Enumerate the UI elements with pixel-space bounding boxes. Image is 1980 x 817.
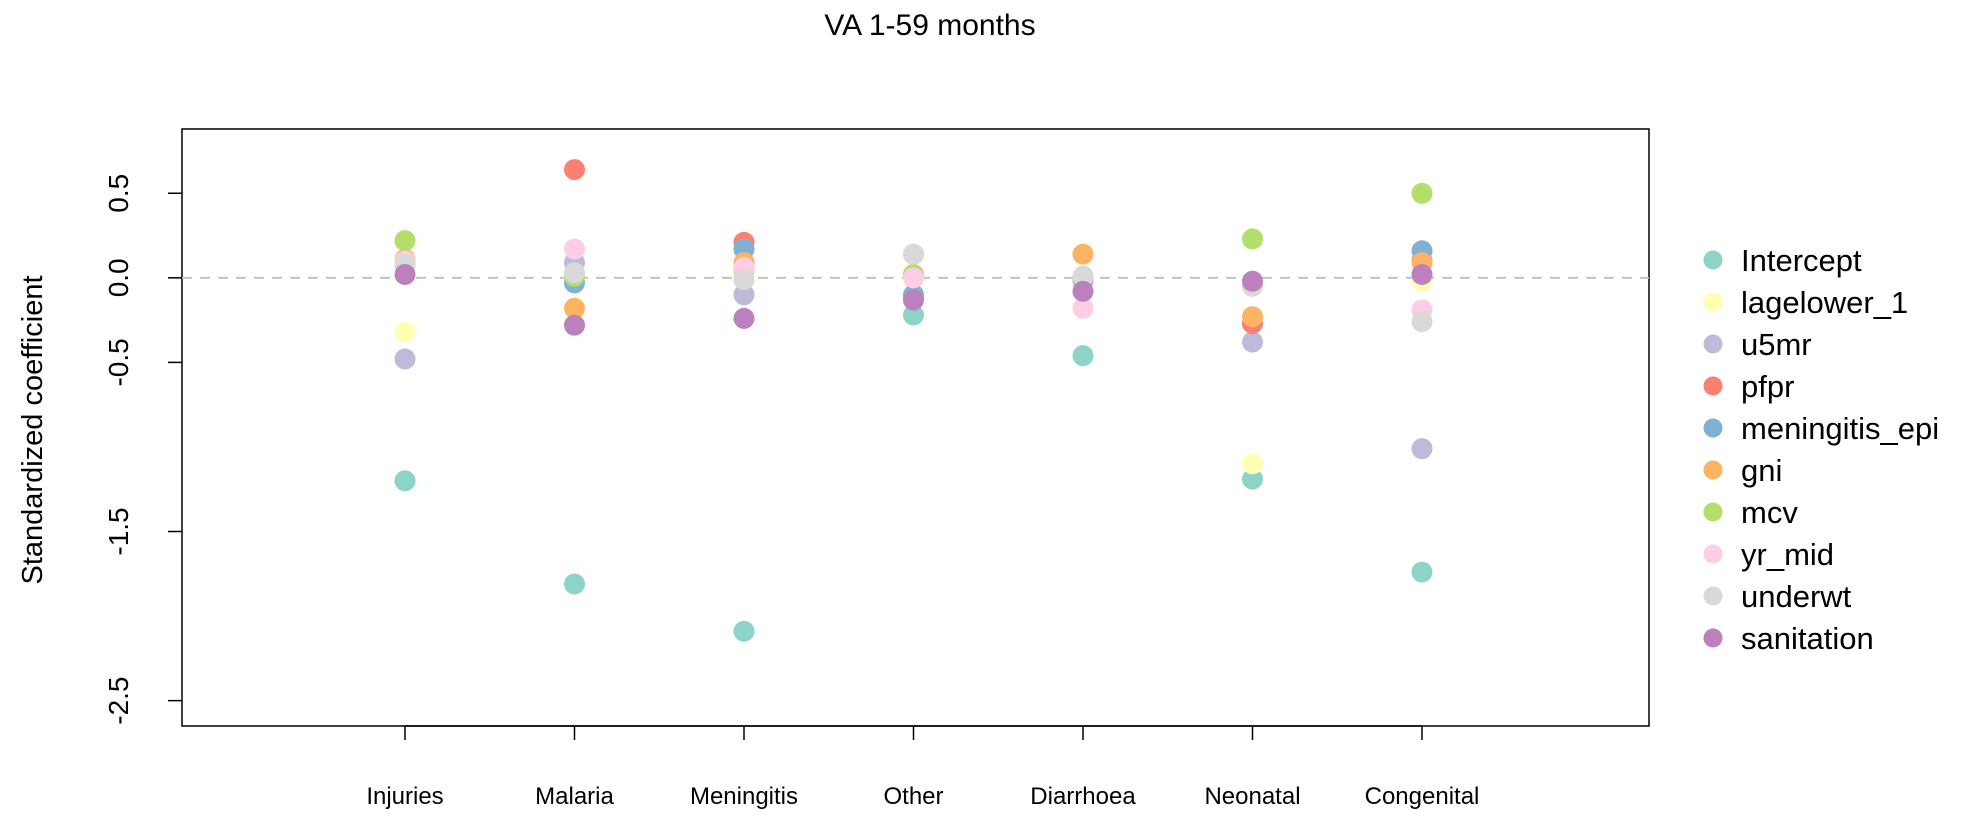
point-mcv-Neonatal	[1242, 228, 1263, 250]
legend-label-mcv: mcv	[1741, 495, 1798, 530]
data-points	[394, 159, 1433, 642]
point-yr_mid-Malaria	[564, 238, 585, 260]
x-tick-label-2: Meningitis	[690, 783, 798, 810]
point-underwt-Congenital	[1411, 311, 1433, 333]
x-tick-label-3: Other	[883, 783, 943, 810]
legend-marker-u5mr	[1703, 334, 1723, 354]
legend-label-meningitis_epi: meningitis_epi	[1741, 411, 1939, 446]
legend: Intercept lagelower_1 u5mr pfpr meningitis_e…	[1703, 243, 1939, 656]
legend-label-pfpr: pfpr	[1741, 369, 1794, 404]
legend-label-u5mr: u5mr	[1741, 327, 1812, 362]
point-u5mr-Congenital	[1411, 438, 1433, 460]
point-u5mr-Meningitis	[733, 284, 755, 306]
point-gni-Malaria	[564, 297, 585, 319]
chart-title: VA 1-59 months	[824, 9, 1035, 42]
point-Intercept-Meningitis	[733, 620, 755, 642]
legend-marker-lagelower_1	[1703, 292, 1723, 312]
legend-label-lagelower_1: lagelower_1	[1741, 285, 1908, 320]
legend-marker-sanitation	[1703, 628, 1723, 648]
x-tick-label-4: Diarrhoea	[1030, 783, 1136, 810]
x-tick-label-5: Neonatal	[1204, 783, 1300, 810]
x-tick-label-6: Congenital	[1365, 783, 1480, 810]
point-sanitation-Meningitis	[733, 307, 755, 329]
point-underwt-Diarrhoea	[1072, 265, 1094, 287]
legend-marker-Intercept	[1703, 250, 1723, 270]
y-axis: 0.5 0.0 -0.5 -1.5 -2.5	[103, 174, 182, 725]
point-underwt-Other	[903, 243, 924, 265]
point-gni-Diarrhoea	[1072, 243, 1094, 265]
point-pfpr-Malaria	[564, 159, 585, 181]
x-tick-label-1: Malaria	[535, 783, 614, 810]
point-lagelower_1-Injuries	[394, 321, 416, 343]
point-Intercept-Diarrhoea	[1072, 345, 1094, 367]
y-tick-label-3: -1.5	[103, 507, 134, 555]
y-axis-label: Standardized coefficient	[17, 275, 49, 584]
point-yr_mid-Diarrhoea	[1072, 297, 1094, 319]
legend-marker-mcv	[1703, 502, 1723, 522]
legend-marker-meningitis_epi	[1703, 418, 1723, 438]
point-mcv-Congenital	[1411, 182, 1433, 204]
legend-label-underwt: underwt	[1741, 579, 1852, 614]
legend-marker-gni	[1703, 460, 1723, 480]
x-axis: Injuries Malaria Meningitis Other Diarrhoea N…	[366, 725, 1480, 810]
point-lagelower_1-Neonatal	[1242, 453, 1263, 475]
y-tick-label-2: -0.5	[103, 338, 134, 386]
point-mcv-Injuries	[394, 230, 416, 252]
point-Intercept-Injuries	[394, 470, 416, 492]
plot-frame	[181, 128, 1650, 727]
point-Intercept-Congenital	[1411, 561, 1433, 583]
point-sanitation-Neonatal	[1242, 270, 1263, 292]
legend-marker-pfpr	[1703, 376, 1723, 396]
point-Intercept-Other	[903, 304, 924, 326]
point-Intercept-Neonatal	[1242, 468, 1263, 490]
legend-label-sanitation: sanitation	[1741, 621, 1874, 656]
x-tick-label-0: Injuries	[366, 783, 443, 810]
legend-marker-yr_mid	[1703, 544, 1723, 564]
point-u5mr-Injuries	[394, 348, 416, 370]
point-yr_mid-Other	[903, 267, 924, 289]
y-tick-label-1: 0.0	[103, 258, 134, 297]
legend-label-gni: gni	[1741, 453, 1782, 488]
point-sanitation-Other	[903, 289, 924, 311]
point-sanitation-Diarrhoea	[1072, 280, 1094, 302]
point-sanitation-Malaria	[564, 314, 585, 336]
y-tick-label-4: -2.5	[103, 677, 134, 725]
point-underwt-Meningitis	[733, 269, 755, 291]
legend-label-yr_mid: yr_mid	[1741, 537, 1834, 572]
point-gni-Neonatal	[1242, 306, 1263, 328]
point-sanitation-Congenital	[1411, 263, 1433, 285]
point-u5mr-Neonatal	[1242, 331, 1263, 353]
point-underwt-Malaria	[564, 262, 585, 284]
legend-marker-underwt	[1703, 586, 1723, 606]
y-tick-label-0: 0.5	[103, 174, 134, 213]
point-Intercept-Malaria	[564, 573, 585, 595]
legend-label-Intercept: Intercept	[1741, 243, 1862, 278]
point-sanitation-Injuries	[394, 263, 416, 285]
